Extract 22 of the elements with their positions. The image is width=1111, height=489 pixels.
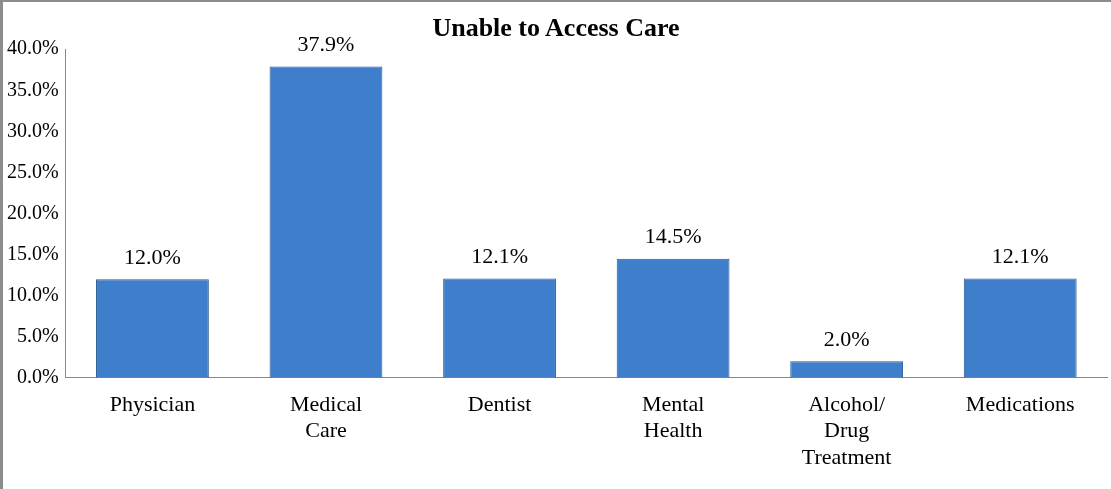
data-label: 12.1% — [471, 243, 528, 269]
data-label: 14.5% — [644, 223, 702, 249]
x-tick-label: Medications — [965, 390, 1075, 416]
x-tick-label: Alcohol/ Drug Treatment — [801, 390, 892, 469]
data-label: 37.9% — [297, 31, 355, 57]
data-label: 12.0% — [124, 244, 181, 269]
x-tick-label: Dentist — [467, 390, 532, 416]
y-tick-label: 20.0% — [6, 200, 59, 223]
y-tick-label: 30.0% — [6, 118, 59, 141]
y-tick-label: 40.0% — [6, 36, 59, 59]
y-tick-label: 0.0% — [16, 365, 59, 388]
y-tick-label: 35.0% — [6, 77, 59, 100]
x-tick-label: Mental Health — [641, 390, 705, 443]
x-tick-label: Physician — [109, 390, 196, 416]
x-tick-label: Medical Care — [289, 390, 363, 443]
chart-title: Unable to Access Care — [432, 13, 680, 43]
y-tick-label: 25.0% — [6, 159, 59, 182]
y-tick-label: 10.0% — [6, 282, 59, 305]
y-tick-label: 5.0% — [16, 323, 59, 346]
y-tick-label: 15.0% — [6, 241, 59, 264]
data-label: 2.0% — [823, 326, 870, 352]
data-label: 12.1% — [991, 243, 1049, 269]
